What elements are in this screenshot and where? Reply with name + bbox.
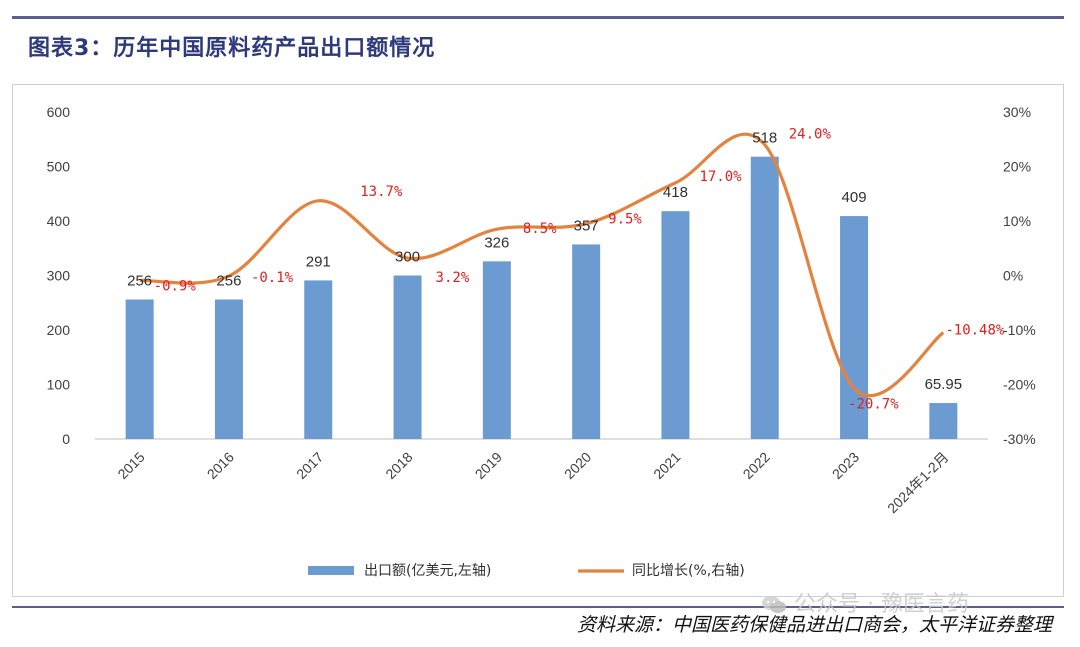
x-tick-label: 2023 (829, 449, 862, 482)
bar-value-label: 518 (752, 130, 777, 147)
source-note: 资料来源：中国医药保健品进出口商会，太平洋证券整理 (576, 614, 1052, 636)
x-tick-label: 2018 (382, 449, 415, 482)
growth-value-label: 8.5% (523, 221, 557, 237)
y-right-tick-label: 20% (1003, 159, 1031, 175)
y-right-tick-label: 0% (1003, 268, 1023, 284)
chart-frame (12, 84, 1064, 597)
x-tick-label: 2022 (740, 449, 773, 482)
x-tick-label: 2021 (650, 449, 683, 482)
x-tick-label: 2019 (472, 449, 505, 482)
legend-label-line: 同比增长(%,右轴) (632, 563, 745, 579)
y-left-tick-label: 100 (47, 377, 71, 393)
top-rule (12, 16, 1064, 19)
bar (661, 211, 690, 439)
watermark-text: 公众号 · 豫医言药 (794, 592, 969, 617)
bottom-rule (12, 606, 1064, 608)
growth-line (139, 132, 945, 398)
x-tick-label: 2024年1-2月 (884, 449, 951, 516)
y-right-tick-label: 30% (1003, 104, 1031, 120)
wechat-logo-icon (762, 596, 786, 613)
growth-value-label: 17.0% (699, 169, 742, 185)
y-right-tick-label: -20% (1003, 377, 1036, 393)
growth-value-label: 3.2% (436, 270, 470, 286)
y-left-tick-label: 500 (47, 159, 71, 175)
bar (393, 275, 422, 439)
x-tick-label: 2016 (204, 449, 237, 482)
bar-value-label: 409 (842, 189, 867, 206)
bar-value-label: 291 (306, 253, 331, 270)
growth-value-label: -0.9% (154, 278, 197, 294)
x-tick-label: 2020 (561, 449, 594, 482)
growth-value-label: -0.1% (251, 270, 294, 286)
bar (750, 156, 779, 439)
bar (304, 280, 333, 439)
y-left-tick-label: 0 (62, 431, 70, 447)
bar-value-label: 300 (395, 249, 420, 266)
y-left-tick-label: 200 (47, 322, 71, 338)
y-right-tick-label: -10% (1003, 322, 1036, 338)
y-right-tick-label: 10% (1003, 213, 1031, 229)
bar (214, 299, 243, 439)
bar-value-label: 256 (127, 272, 152, 289)
figure-title: 图表3：历年中国原料药产品出口额情况 (28, 36, 436, 61)
bar-value-label: 256 (216, 272, 241, 289)
bar (125, 299, 154, 439)
bar (929, 403, 958, 439)
growth-value-label: -20.7% (848, 396, 899, 412)
y-left-tick-label: 400 (47, 213, 71, 229)
y-left-tick-label: 600 (47, 104, 71, 120)
growth-value-label: 13.7% (360, 184, 403, 200)
y-right-tick-label: -30% (1003, 431, 1036, 447)
bar-value-label: 357 (574, 217, 599, 234)
y-left-tick-label: 300 (47, 268, 71, 284)
growth-value-label: -10.48% (945, 323, 1005, 339)
bar (572, 244, 601, 439)
x-tick-label: 2017 (293, 449, 326, 482)
bar-value-label: 326 (484, 234, 509, 251)
bar-value-label: 418 (663, 184, 688, 201)
legend-label-bar: 出口额(亿美元,左轴) (364, 563, 491, 579)
bar-value-label: 65.95 (925, 376, 963, 393)
x-tick-label: 2015 (114, 449, 147, 482)
bar (482, 261, 511, 439)
bar (840, 216, 869, 439)
legend-swatch-bar (308, 566, 354, 575)
watermark: 公众号 · 豫医言药 (760, 586, 969, 618)
growth-value-label: 9.5% (608, 212, 642, 228)
growth-value-label: 24.0% (789, 127, 832, 143)
